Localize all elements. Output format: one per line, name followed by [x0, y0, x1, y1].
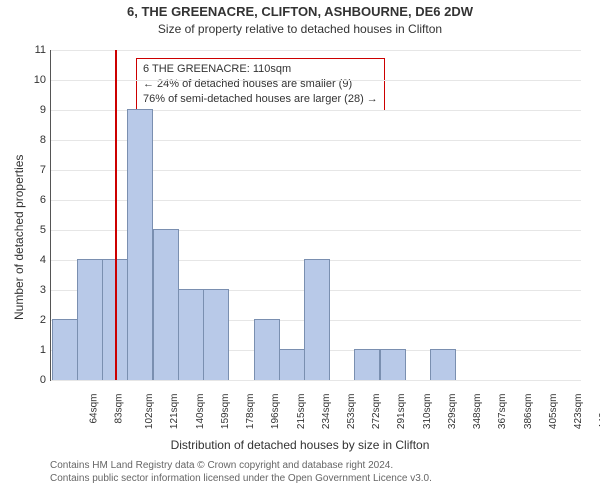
- histogram-bar: [52, 319, 78, 380]
- plot-area: 6 THE GREENACRE: 110sqm ← 24% of detache…: [50, 50, 581, 381]
- x-tick-label: 310sqm: [422, 394, 433, 430]
- histogram-bar: [254, 319, 280, 380]
- histogram-bar: [127, 109, 153, 380]
- x-tick-label: 329sqm: [447, 394, 458, 430]
- x-tick-label: 196sqm: [270, 394, 281, 430]
- x-tick-label: 234sqm: [321, 394, 332, 430]
- x-tick-label: 253sqm: [346, 394, 357, 430]
- histogram-bar: [380, 349, 406, 380]
- y-tick-label: 9: [40, 104, 51, 116]
- gridline: [51, 380, 581, 381]
- y-tick-label: 2: [40, 314, 51, 326]
- x-tick-label: 64sqm: [88, 394, 99, 424]
- y-tick-label: 0: [40, 374, 51, 386]
- y-tick-label: 6: [40, 194, 51, 206]
- chart-container: 6, THE GREENACRE, CLIFTON, ASHBOURNE, DE…: [0, 0, 600, 500]
- x-tick-label: 140sqm: [195, 394, 206, 430]
- x-tick-label: 423sqm: [573, 394, 584, 430]
- x-tick-label: 386sqm: [523, 394, 534, 430]
- histogram-bar: [279, 349, 305, 380]
- footnote-line2: Contains public sector information licen…: [50, 473, 432, 484]
- x-tick-label: 83sqm: [113, 394, 124, 424]
- x-tick-label: 178sqm: [245, 394, 256, 430]
- x-tick-label: 215sqm: [296, 394, 307, 430]
- y-tick-label: 1: [40, 344, 51, 356]
- page-title: 6, THE GREENACRE, CLIFTON, ASHBOURNE, DE…: [0, 4, 600, 19]
- y-tick-label: 4: [40, 254, 51, 266]
- x-tick-label: 405sqm: [548, 394, 559, 430]
- gridline: [51, 80, 581, 81]
- histogram-bar: [430, 349, 456, 380]
- x-tick-label: 367sqm: [498, 394, 509, 430]
- y-tick-label: 8: [40, 134, 51, 146]
- y-tick-label: 7: [40, 164, 51, 176]
- annot-line1: 6 THE GREENACRE: 110sqm: [143, 62, 378, 77]
- histogram-bar: [77, 259, 103, 380]
- x-axis-label: Distribution of detached houses by size …: [0, 438, 600, 452]
- footnote-line1: Contains HM Land Registry data © Crown c…: [50, 460, 393, 471]
- x-tick-label: 348sqm: [472, 394, 483, 430]
- x-tick-label: 102sqm: [144, 394, 155, 430]
- y-tick-label: 10: [34, 74, 51, 86]
- y-tick-label: 3: [40, 284, 51, 296]
- annotation-box: 6 THE GREENACRE: 110sqm ← 24% of detache…: [136, 58, 385, 111]
- y-tick-label: 11: [35, 44, 51, 56]
- x-tick-label: 159sqm: [220, 394, 231, 430]
- annot-line3: 76% of semi-detached houses are larger (…: [143, 92, 378, 107]
- histogram-bar: [153, 229, 179, 380]
- gridline: [51, 50, 581, 51]
- y-tick-label: 5: [40, 224, 51, 236]
- histogram-bar: [354, 349, 380, 380]
- histogram-bar: [178, 289, 204, 380]
- y-axis-label: Number of detached properties: [12, 155, 26, 320]
- x-tick-label: 121sqm: [169, 394, 180, 430]
- page-subtitle: Size of property relative to detached ho…: [0, 22, 600, 36]
- x-tick-label: 272sqm: [371, 394, 382, 430]
- x-tick-label: 291sqm: [397, 394, 408, 430]
- histogram-bar: [304, 259, 330, 380]
- marker-line: [115, 50, 117, 380]
- histogram-bar: [203, 289, 229, 380]
